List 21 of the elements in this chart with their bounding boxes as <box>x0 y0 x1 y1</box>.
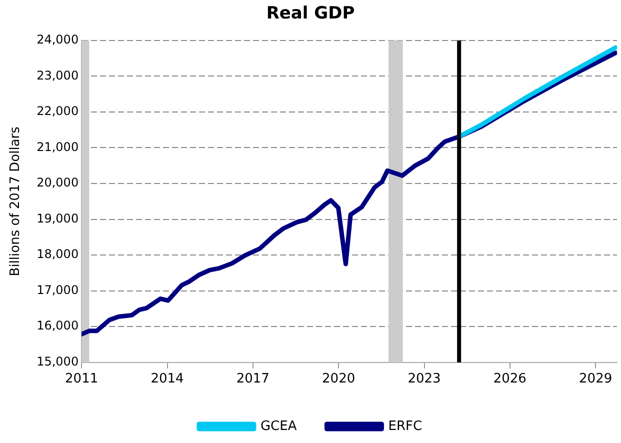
y-tick-label: 19,000 <box>36 211 79 226</box>
x-tick-label: 2029 <box>579 372 612 387</box>
y-tick-label: 18,000 <box>36 247 79 262</box>
y-tick-label: 17,000 <box>36 282 79 297</box>
chart-title: Real GDP <box>266 4 355 24</box>
y-tick-label: 15,000 <box>36 354 79 369</box>
x-tick-label: 2026 <box>493 372 526 387</box>
y-tick-label: 22,000 <box>36 104 79 118</box>
y-axis-title: Billions of 2017 Dollars <box>8 126 24 276</box>
x-tick-label: 2023 <box>408 372 441 387</box>
y-tick-label: 16,000 <box>36 318 79 333</box>
x-tick-label: 2014 <box>150 372 184 387</box>
y-tick-label: 24,000 <box>36 32 79 47</box>
legend-label: ERFC <box>388 418 422 434</box>
y-tick-label: 21,000 <box>36 140 79 154</box>
y-tick-label: 23,000 <box>36 68 79 82</box>
x-tick-label: 2020 <box>322 372 356 387</box>
y-tick-label: 20,000 <box>36 176 79 190</box>
x-tick-label: 2011 <box>65 372 98 387</box>
x-tick-label: 2017 <box>236 372 270 387</box>
legend-label: GCEA <box>260 418 297 434</box>
